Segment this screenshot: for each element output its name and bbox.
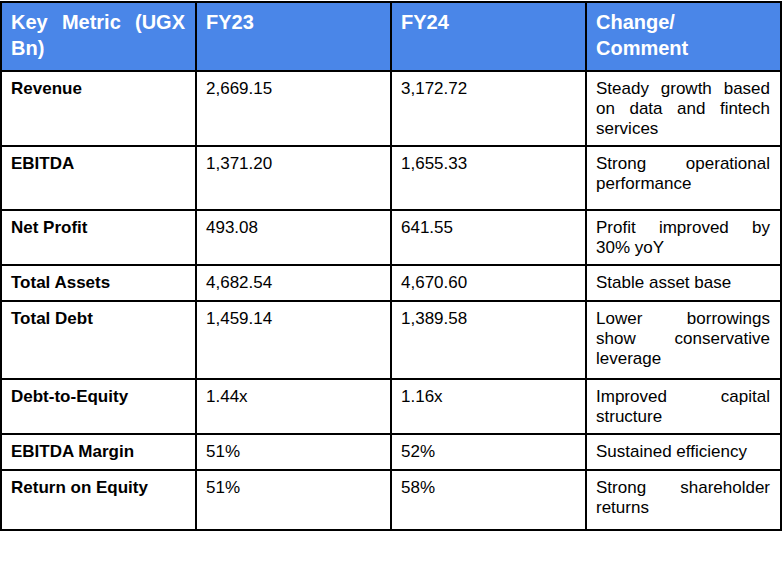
comment-cell: Sustained efficiency <box>586 434 781 470</box>
fy23-cell: 1,371.20 <box>196 146 391 210</box>
comment-cell: Stable asset base <box>586 265 781 301</box>
comment-cell: Improved capital structure <box>586 379 781 434</box>
table-row: Revenue 2,669.15 3,172.72 Steady growth … <box>1 71 781 146</box>
metric-cell: Debt-to-Equity <box>1 379 196 434</box>
table-row: Total Assets 4,682.54 4,670.60 Stable as… <box>1 265 781 301</box>
table-row: Return on Equity 51% 58% Strong sharehol… <box>1 470 781 530</box>
header-fy24: FY24 <box>391 2 586 71</box>
table-row: Debt-to-Equity 1.44x 1.16x Improved capi… <box>1 379 781 434</box>
comment-cell: Profit improved by 30% yoY <box>586 210 781 265</box>
comment-cell: Lower borrowings show conservative lever… <box>586 301 781 379</box>
metric-cell: Revenue <box>1 71 196 146</box>
table-row: Net Profit 493.08 641.55 Profit improved… <box>1 210 781 265</box>
metric-cell: Return on Equity <box>1 470 196 530</box>
header-key-metric: Key Metric (UGX Bn) <box>1 2 196 71</box>
fy24-cell: 4,670.60 <box>391 265 586 301</box>
fy23-cell: 1,459.14 <box>196 301 391 379</box>
metric-cell: EBITDA <box>1 146 196 210</box>
fy23-cell: 493.08 <box>196 210 391 265</box>
fy24-cell: 1,655.33 <box>391 146 586 210</box>
metric-cell: EBITDA Margin <box>1 434 196 470</box>
table-row: EBITDA Margin 51% 52% Sustained efficien… <box>1 434 781 470</box>
fy23-cell: 4,682.54 <box>196 265 391 301</box>
fy23-cell: 51% <box>196 434 391 470</box>
fy23-cell: 2,669.15 <box>196 71 391 146</box>
table-row: Total Debt 1,459.14 1,389.58 Lower borro… <box>1 301 781 379</box>
fy24-cell: 52% <box>391 434 586 470</box>
metric-cell: Total Assets <box>1 265 196 301</box>
comment-cell: Strong operational performance <box>586 146 781 210</box>
header-fy23: FY23 <box>196 2 391 71</box>
fy24-cell: 3,172.72 <box>391 71 586 146</box>
fy23-cell: 1.44x <box>196 379 391 434</box>
fy24-cell: 1.16x <box>391 379 586 434</box>
fy23-cell: 51% <box>196 470 391 530</box>
comment-cell: Steady growth based on data and fintech … <box>586 71 781 146</box>
financial-metrics-table: Key Metric (UGX Bn) FY23 FY24 Change/ Co… <box>0 1 782 531</box>
fy24-cell: 641.55 <box>391 210 586 265</box>
fy24-cell: 58% <box>391 470 586 530</box>
comment-cell: Strong shareholder returns <box>586 470 781 530</box>
metric-cell: Total Debt <box>1 301 196 379</box>
metric-cell: Net Profit <box>1 210 196 265</box>
table-row: EBITDA 1,371.20 1,655.33 Strong operatio… <box>1 146 781 210</box>
fy24-cell: 1,389.58 <box>391 301 586 379</box>
header-change-comment: Change/ Comment <box>586 2 781 71</box>
table-header-row: Key Metric (UGX Bn) FY23 FY24 Change/ Co… <box>1 2 781 71</box>
